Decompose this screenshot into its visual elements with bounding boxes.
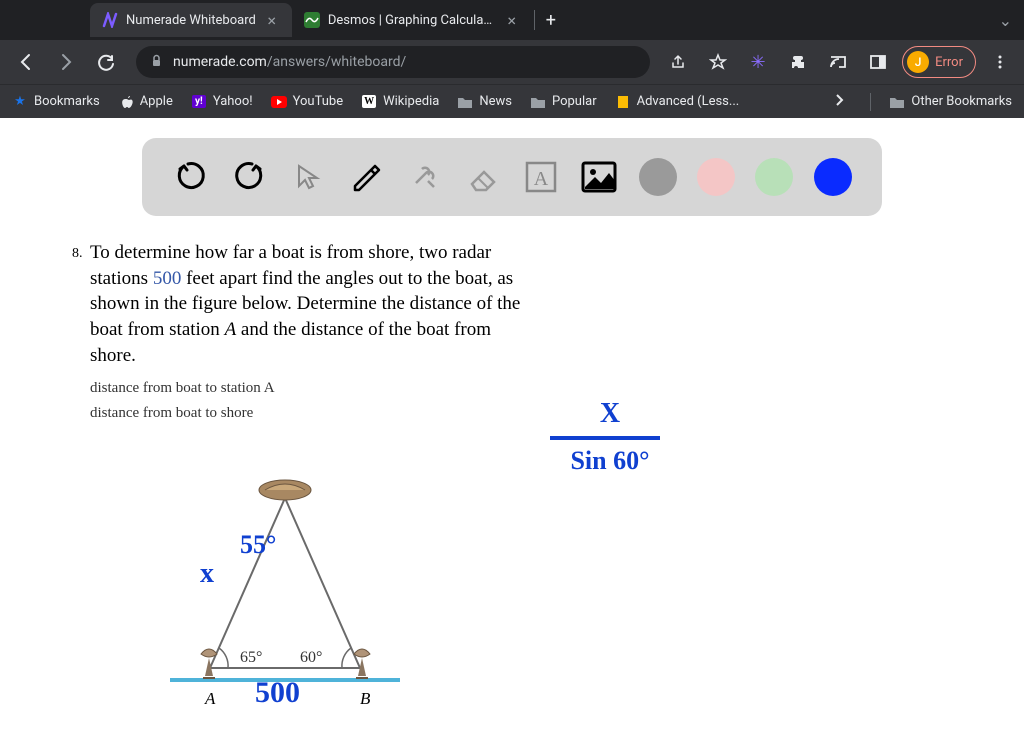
bookmark-label: News (479, 94, 512, 109)
bookmark-label: Yahoo! (213, 94, 253, 109)
url-path: /answers/whiteboard/ (267, 54, 406, 70)
new-tab-button[interactable]: + (537, 6, 565, 34)
bookmarks-overflow-icon[interactable] (826, 93, 852, 111)
profile-badge[interactable]: J Error (902, 46, 976, 78)
separator (870, 93, 871, 111)
fraction-numerator: X (540, 398, 680, 430)
close-icon[interactable]: × (264, 12, 280, 28)
handwriting-top-angle: 55° (240, 530, 276, 560)
problem-blue-value: 500 (153, 268, 182, 289)
bookmark-label: Apple (140, 94, 173, 109)
color-blue[interactable] (813, 157, 853, 197)
url-text: numerade.com/answers/whiteboard/ (173, 54, 406, 70)
back-button[interactable] (8, 44, 44, 80)
tab-strip: Numerade Whiteboard × Desmos | Graphing … (0, 0, 1024, 40)
fraction-line (550, 436, 660, 440)
sidepanel-icon[interactable] (862, 46, 894, 78)
close-icon[interactable]: × (504, 12, 520, 28)
cursor-tool[interactable] (288, 157, 328, 197)
profile-avatar: J (907, 51, 929, 73)
bookmark-news[interactable]: News (457, 94, 512, 110)
favicon-numerade (102, 12, 118, 28)
bookmark-label: Advanced (Less... (637, 94, 740, 109)
url-domain: numerade.com (173, 54, 267, 70)
handwriting-x: x (200, 558, 214, 590)
star-icon: ★ (12, 94, 28, 110)
youtube-icon (271, 94, 287, 110)
other-bookmarks[interactable]: Other Bookmarks (889, 94, 1012, 110)
color-pink[interactable] (696, 157, 736, 197)
redo-button[interactable] (229, 157, 269, 197)
apple-icon (118, 94, 134, 110)
bookmark-label: Bookmarks (34, 94, 100, 109)
bookmark-label: YouTube (293, 94, 344, 109)
image-tool[interactable] (579, 157, 619, 197)
profile-error-label: Error (935, 55, 963, 70)
share-icon[interactable] (662, 46, 694, 78)
bookmark-bookmarks[interactable]: ★ Bookmarks (12, 94, 100, 110)
tab-desmos[interactable]: Desmos | Graphing Calculator × (292, 3, 532, 37)
bookmark-label: Popular (552, 94, 597, 109)
bookmarks-bar: ★ Bookmarks Apple y! Yahoo! YouTube W Wi… (0, 84, 1024, 118)
bookmark-apple[interactable]: Apple (118, 94, 173, 110)
address-bar: numerade.com/answers/whiteboard/ ✳ J Er (0, 40, 1024, 84)
cast-icon[interactable] (822, 46, 854, 78)
menu-icon[interactable] (984, 46, 1016, 78)
extensions-puzzle-icon[interactable] (782, 46, 814, 78)
eraser-tool[interactable] (463, 157, 503, 197)
page-content: A 8. To determine how far a boat is from… (0, 118, 1024, 742)
problem-italic-a: A (225, 319, 237, 340)
forward-button[interactable] (48, 44, 84, 80)
fraction-denominator: Sin 60° (540, 446, 680, 476)
angle-a-label: 65° (240, 649, 262, 666)
folder-icon (457, 94, 473, 110)
bookmark-wikipedia[interactable]: W Wikipedia (361, 94, 439, 110)
bookmark-youtube[interactable]: YouTube (271, 94, 344, 110)
address-actions: ✳ J Error (662, 46, 1016, 78)
bookmark-advanced[interactable]: Advanced (Less... (615, 94, 740, 110)
bookmark-popular[interactable]: Popular (530, 94, 597, 110)
pen-tool[interactable] (346, 157, 386, 197)
problem-text: 8. To determine how far a boat is from s… (0, 216, 620, 368)
text-tool[interactable]: A (521, 157, 561, 197)
favicon-desmos (304, 12, 320, 28)
angle-b-label: 60° (300, 649, 322, 666)
tab-title: Desmos | Graphing Calculator (328, 13, 496, 28)
wikipedia-icon: W (361, 94, 377, 110)
browser-chrome: Numerade Whiteboard × Desmos | Graphing … (0, 0, 1024, 118)
color-gray[interactable] (638, 157, 678, 197)
doc-icon (615, 94, 631, 110)
tools-button[interactable] (404, 157, 444, 197)
problem-number: 8. (72, 245, 83, 264)
sub-labels: distance from boat to station A distance… (0, 368, 1024, 422)
color-green[interactable] (754, 157, 794, 197)
tabs-dropdown-icon[interactable]: ⌄ (999, 11, 1012, 30)
bookmark-yahoo[interactable]: y! Yahoo! (191, 94, 253, 110)
whiteboard-toolbar: A (142, 138, 882, 216)
handwriting-base: 500 (255, 676, 300, 710)
svg-text:A: A (534, 168, 549, 190)
reload-button[interactable] (88, 44, 124, 80)
other-bookmarks-label: Other Bookmarks (911, 94, 1012, 109)
extension-icon[interactable]: ✳ (742, 46, 774, 78)
undo-button[interactable] (171, 157, 211, 197)
station-a-label: A (204, 689, 216, 708)
triangle-diagram: 65° 60° A B x 55° 500 (170, 448, 430, 718)
folder-icon (889, 94, 905, 110)
tab-numerade[interactable]: Numerade Whiteboard × (90, 3, 292, 37)
yahoo-icon: y! (191, 94, 207, 110)
lock-icon (150, 54, 163, 71)
sub-label-1: distance from boat to station A (90, 380, 1024, 397)
station-b-label: B (360, 689, 371, 708)
tab-title: Numerade Whiteboard (126, 13, 256, 28)
handwriting-fraction: X Sin 60° (540, 398, 680, 476)
tab-separator (534, 10, 535, 30)
bookmark-label: Wikipedia (383, 94, 439, 109)
url-input[interactable]: numerade.com/answers/whiteboard/ (136, 46, 650, 78)
bookmark-star-icon[interactable] (702, 46, 734, 78)
folder-icon (530, 94, 546, 110)
